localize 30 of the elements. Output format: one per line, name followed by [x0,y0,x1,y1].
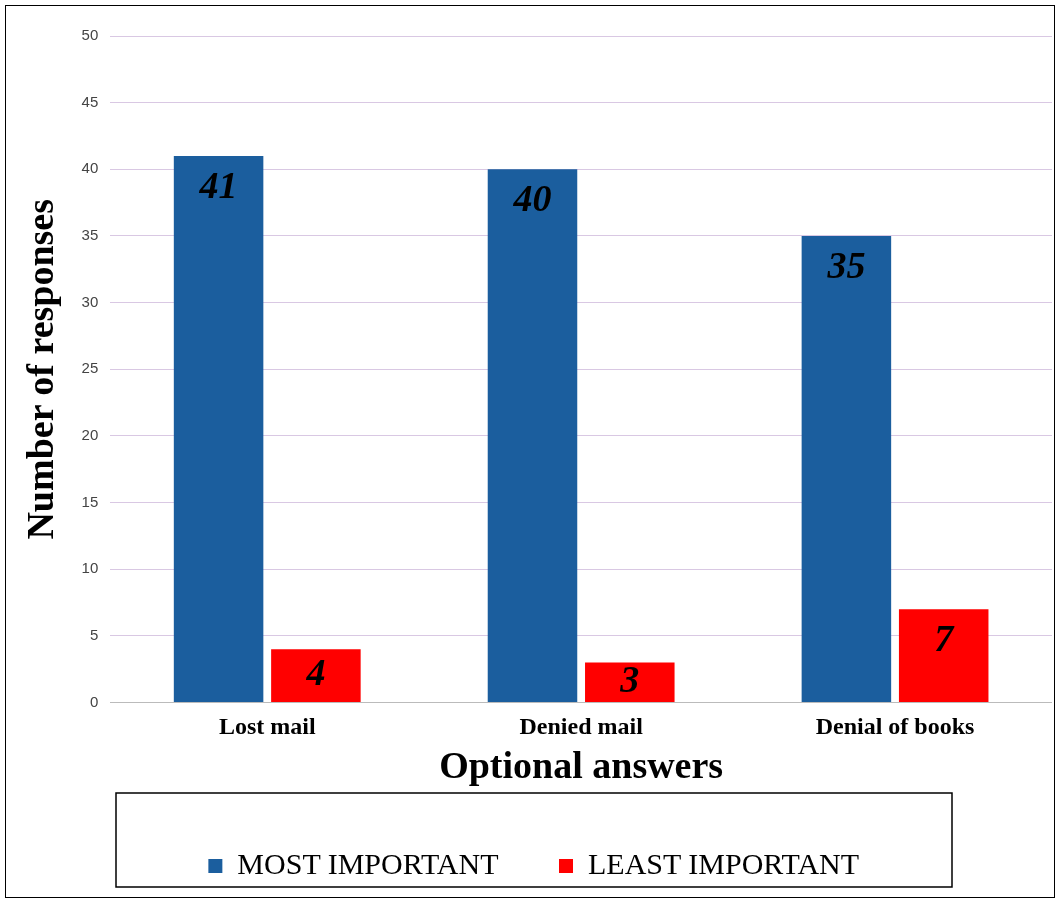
bar [898,609,989,703]
data-label: 40 [512,177,552,220]
y-tick-label: 45 [81,92,99,110]
y-tick-label: 10 [81,559,99,577]
data-label: 41 [198,163,238,206]
y-tick-label: 50 [81,26,99,44]
y-tick-label: 30 [81,292,99,310]
bar [585,662,675,703]
y-tick-label: 20 [81,426,99,444]
x-tick-label: Denied mail [519,713,644,740]
bar [271,649,361,703]
x-axis-title: Optional answers [439,744,724,787]
y-tick-label: 5 [89,626,99,644]
y-axis-title: Number of responses [18,199,61,540]
x-tick-label: Denial of books [815,713,975,740]
legend-label: MOST IMPORTANT [237,846,499,880]
bar [487,169,578,703]
y-tick-label: 40 [81,159,99,177]
y-tick-label: 0 [89,692,99,710]
y-tick-label: 25 [81,359,99,377]
bar [801,235,892,703]
y-tick-label: 15 [81,492,99,510]
x-tick-label: Lost mail [218,713,316,740]
y-tick-label: 35 [81,226,99,244]
data-label: 4 [305,651,326,694]
data-label: 7 [934,617,956,660]
legend-label: LEAST IMPORTANT [588,846,860,880]
bar [173,155,264,703]
data-label: 3 [619,658,640,701]
data-label: 35 [826,243,866,286]
